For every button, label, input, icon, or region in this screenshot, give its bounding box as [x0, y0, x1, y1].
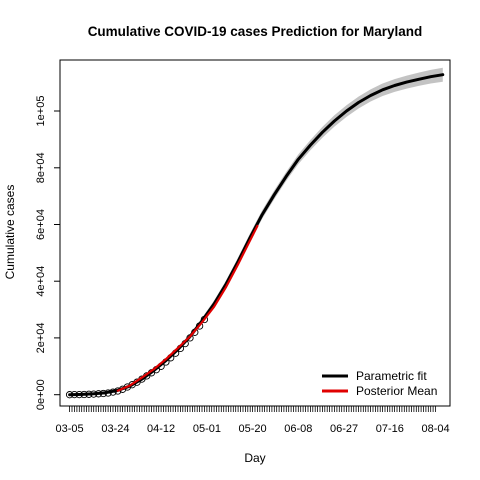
x-tick-label: 06-27 — [330, 423, 358, 435]
y-axis-label: Cumulative cases — [3, 185, 17, 280]
x-tick-label: 04-12 — [147, 423, 175, 435]
legend-label: Posterior Mean — [356, 384, 437, 398]
x-axis: 03-05 03-24 04-12 05-01 05-20 06-08 06-27 07-16… — [56, 405, 450, 435]
x-tick-label: 07-16 — [376, 423, 404, 435]
chart-title: Cumulative COVID-19 cases Prediction for… — [88, 24, 423, 39]
y-tick-label: 4e+04 — [35, 266, 47, 297]
x-tick-label: 05-01 — [193, 423, 221, 435]
y-tick-label: 2e+04 — [35, 322, 47, 353]
x-tick-label: 06-08 — [284, 423, 312, 435]
y-tick-label: 6e+04 — [35, 209, 47, 240]
x-tick-label: 05-20 — [239, 423, 267, 435]
x-tick-label: 03-24 — [101, 423, 129, 435]
y-tick-label: 8e+04 — [35, 152, 47, 183]
legend-label: Parametric fit — [356, 369, 427, 383]
x-tick-label: 03-05 — [56, 423, 84, 435]
y-tick-label: 1e+05 — [35, 96, 47, 127]
series-layer — [68, 73, 445, 397]
y-tick-label: 0e+00 — [35, 379, 47, 410]
x-axis-label: Day — [244, 451, 265, 465]
posterior-mean-line — [116, 224, 259, 392]
x-tick-label: 08-04 — [422, 423, 450, 435]
y-axis: 0e+00 2e+04 4e+04 6e+04 8e+04 1e+05 — [35, 96, 61, 410]
